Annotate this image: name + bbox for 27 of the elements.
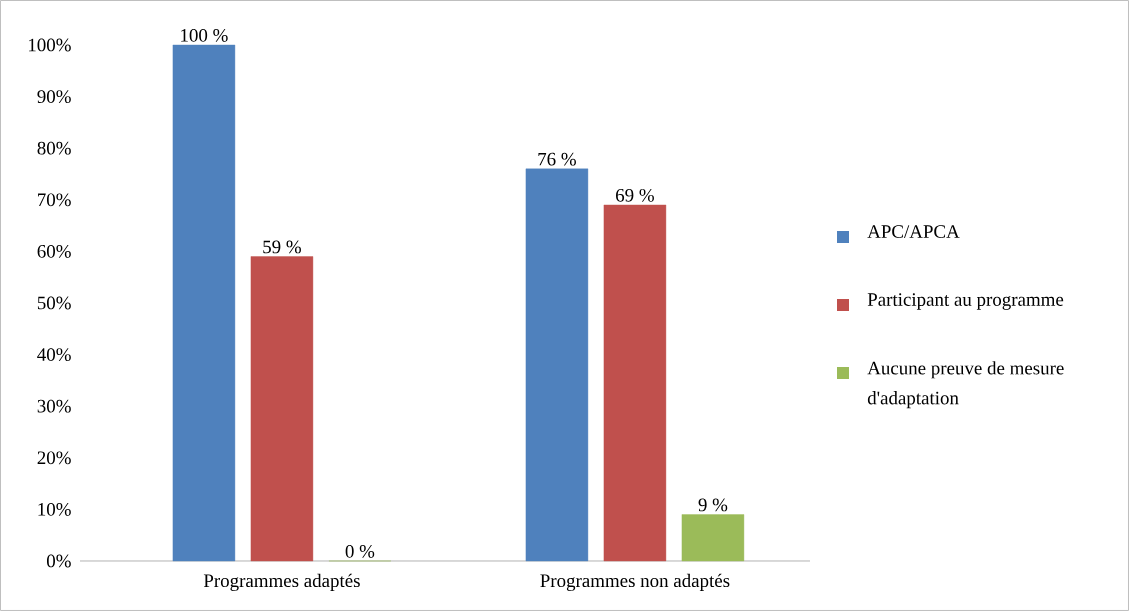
legend-label: Aucune preuve de mesure d'adaptation	[867, 361, 1064, 409]
bar	[603, 204, 667, 562]
y-tick-label: 70%	[38, 193, 71, 207]
data-label: 0 %	[345, 544, 375, 558]
legend-label: APC/APCA	[867, 225, 960, 238]
y-tick-label: 20%	[37, 451, 71, 465]
legend-label: Participant au programme	[867, 293, 1064, 310]
bar	[250, 256, 314, 562]
data-label: 76 %	[538, 152, 576, 166]
data-label: 69 %	[616, 188, 654, 202]
bar	[172, 44, 236, 562]
y-tick-label: 0%	[46, 554, 71, 568]
y-tick-label: 90%	[37, 90, 71, 103]
x-tick-label: Programmes adaptés	[203, 573, 360, 591]
bar	[681, 514, 745, 562]
data-label: 59 %	[263, 240, 301, 254]
y-tick-label: 60%	[37, 244, 71, 258]
y-tick-label: 80%	[37, 141, 71, 155]
y-tick-label: 30%	[37, 399, 71, 413]
y-tick-label: 40%	[37, 348, 71, 361]
data-label: 9 %	[698, 498, 728, 512]
y-tick-label: 10%	[38, 502, 71, 516]
y-tick-label: 50%	[37, 296, 71, 310]
x-tick-label: Programmes non adaptés	[540, 573, 730, 591]
data-label: 100 %	[181, 28, 228, 42]
y-tick-label: 100%	[29, 38, 71, 52]
bar	[525, 168, 589, 562]
